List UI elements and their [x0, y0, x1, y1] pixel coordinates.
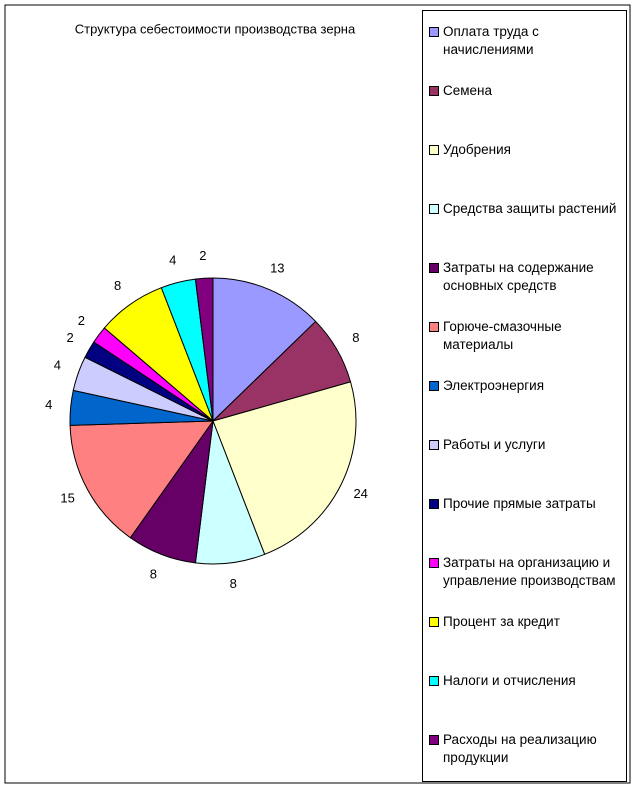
legend-item: Работы и услуги: [429, 436, 625, 454]
legend-item: Удобрения: [429, 141, 625, 159]
legend-swatch: [429, 676, 439, 686]
legend-label: Прочие прямые затраты: [443, 496, 596, 511]
pie-slice: [194, 277, 214, 422]
legend-label: Работы и услуги: [443, 437, 546, 452]
legend-swatch: [429, 145, 439, 155]
legend-swatch: [429, 322, 439, 332]
data-label: 2: [199, 248, 206, 263]
legend-label: Горюче-смазочные материалы: [443, 319, 562, 352]
legend-label: Электроэнергия: [443, 378, 545, 393]
legend: Оплата труда с начислениями Семена Удобрен…: [422, 10, 627, 782]
legend-swatch: [429, 381, 439, 391]
data-label: 15: [60, 490, 74, 505]
data-label: 8: [352, 330, 359, 345]
data-label: 4: [54, 358, 61, 373]
pie-slice: [69, 420, 214, 539]
legend-item: Электроэнергия: [429, 377, 625, 395]
legend-item: Процент за кредит: [429, 613, 625, 631]
legend-label: Налоги и отчисления: [443, 673, 576, 688]
legend-label: Процент за кредит: [443, 614, 560, 629]
legend-swatch: [429, 204, 439, 214]
legend-label: Средства защиты растений: [443, 201, 617, 216]
legend-swatch: [429, 617, 439, 627]
legend-label: Оплата труда с начислениями: [443, 24, 539, 57]
chart-title: Структура себестоимости производства зер…: [75, 21, 356, 36]
legend-swatch: [429, 440, 439, 450]
data-label: 2: [78, 313, 85, 328]
legend-swatch: [429, 735, 439, 745]
pie-slice: [212, 277, 317, 423]
legend-label: Семена: [443, 83, 493, 98]
data-label: 2: [66, 330, 73, 345]
data-label: 4: [169, 252, 176, 267]
legend-item: Семена: [429, 82, 625, 100]
legend-item: Средства защиты растений: [429, 200, 625, 218]
data-label: 13: [270, 260, 284, 275]
legend-swatch: [429, 558, 439, 568]
chart-border: [4, 4, 631, 784]
legend-label: Затраты на содержание основных средств: [443, 260, 594, 293]
legend-item: Затраты на организацию и управление прои…: [429, 554, 625, 590]
legend-swatch: [429, 27, 439, 37]
legend-label: Затраты на организацию и управление прои…: [443, 555, 616, 588]
data-label: 8: [114, 278, 121, 293]
legend-item: Прочие прямые затраты: [429, 495, 625, 513]
data-label: 24: [353, 486, 367, 501]
data-label: 4: [45, 397, 52, 412]
legend-label: Расходы на реализацию продукции: [443, 732, 597, 765]
data-label: 8: [150, 566, 157, 581]
legend-swatch: [429, 263, 439, 273]
legend-item: Расходы на реализацию продукции: [429, 731, 625, 767]
pie-slice: [212, 381, 357, 555]
legend-swatch: [429, 86, 439, 96]
legend-item: Затраты на содержание основных средств: [429, 259, 625, 295]
legend-item: Налоги и отчисления: [429, 672, 625, 690]
data-label: 8: [230, 576, 237, 591]
legend-label: Удобрения: [443, 142, 511, 157]
legend-swatch: [429, 499, 439, 509]
legend-item: Горюче-смазочные материалы: [429, 318, 625, 354]
legend-item: Оплата труда с начислениями: [429, 23, 625, 59]
